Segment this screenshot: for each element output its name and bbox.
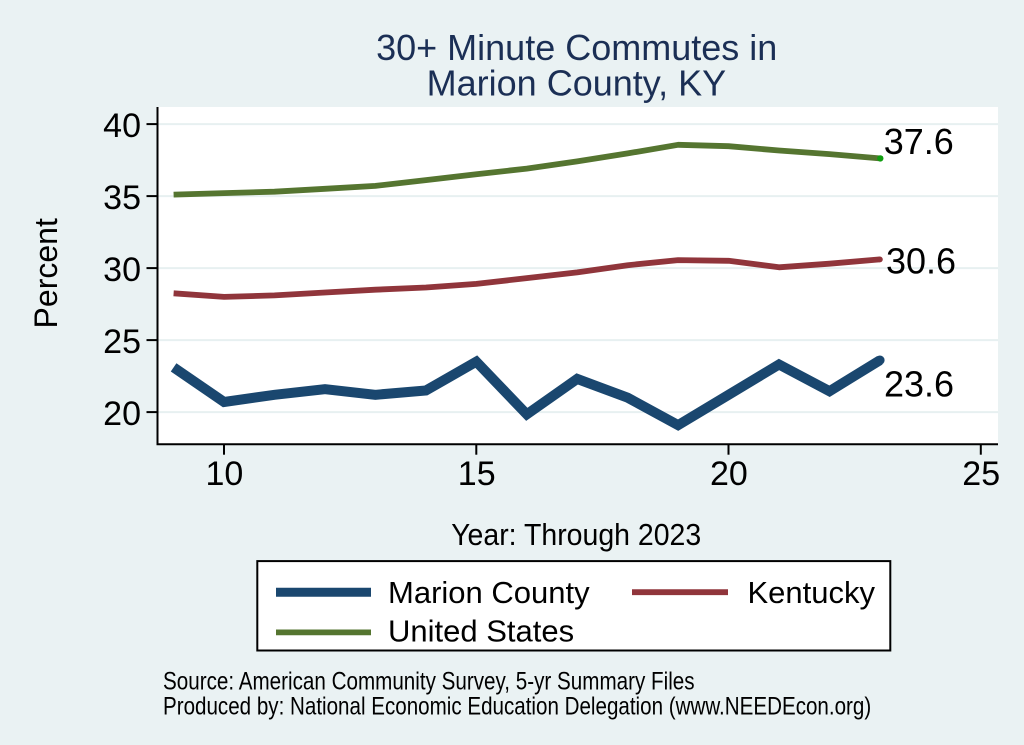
svg-text:United States: United States (388, 614, 574, 649)
svg-text:10: 10 (205, 455, 243, 493)
svg-text:25: 25 (962, 455, 1000, 493)
svg-text:35: 35 (103, 179, 141, 217)
svg-text:20: 20 (710, 455, 748, 493)
svg-text:20: 20 (103, 395, 141, 433)
svg-text:15: 15 (458, 455, 496, 493)
svg-text:Produced by: National Economic: Produced by: National Economic Education… (163, 693, 871, 721)
svg-text:23.6: 23.6 (884, 363, 954, 404)
svg-text:Kentucky: Kentucky (748, 575, 876, 610)
svg-text:25: 25 (103, 323, 141, 361)
svg-text:30.6: 30.6 (886, 241, 956, 282)
svg-text:Year: Through 2023: Year: Through 2023 (451, 517, 701, 552)
svg-text:Source: American Community Sur: Source: American Community Survey, 5-yr … (163, 668, 695, 696)
svg-text:Percent: Percent (28, 218, 64, 328)
svg-text:40: 40 (103, 107, 141, 145)
svg-text:Marion County, KY: Marion County, KY (427, 63, 726, 104)
svg-text:30+ Minute Commutes in: 30+ Minute Commutes in (376, 27, 777, 68)
svg-text:30: 30 (103, 251, 141, 289)
svg-text:37.6: 37.6 (884, 121, 954, 162)
svg-text:Marion County: Marion County (388, 575, 590, 610)
